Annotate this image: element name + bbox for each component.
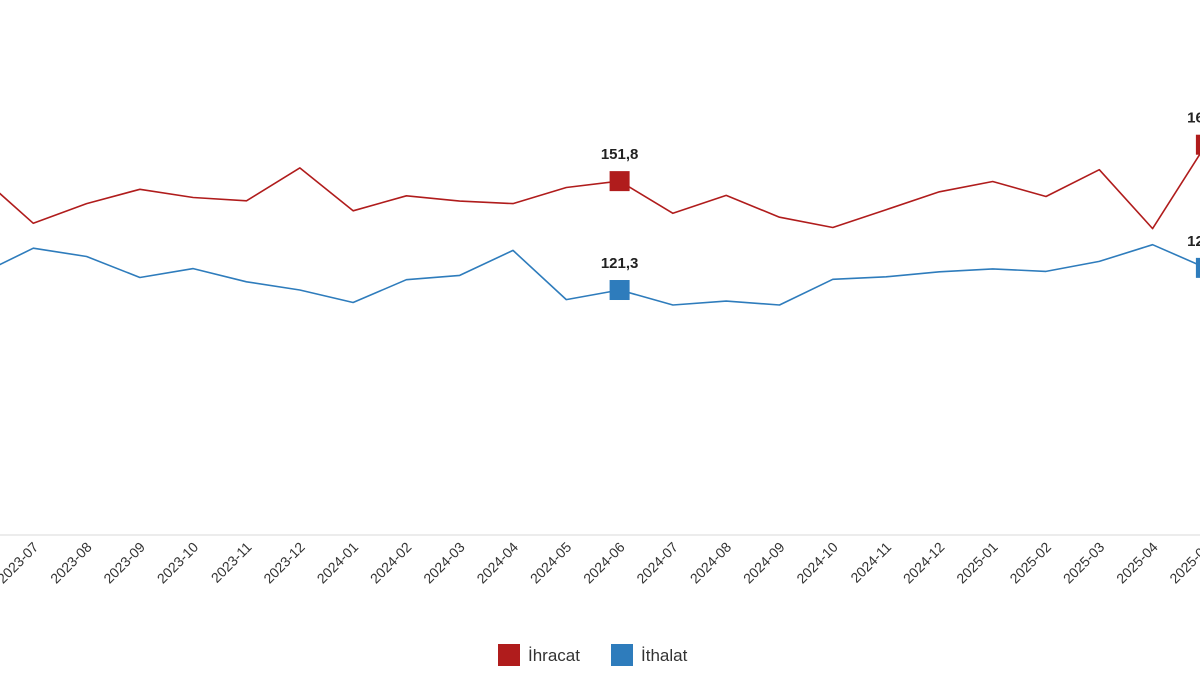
x-tick-label: 2023-12 <box>260 539 308 587</box>
data-label: 151,8 <box>601 146 639 163</box>
data-point-marker <box>609 171 630 192</box>
x-tick-label: 2023-11 <box>208 539 255 586</box>
data-label: 162,4 <box>1187 110 1200 127</box>
x-tick-label: 2023-10 <box>154 539 202 587</box>
x-tick-label: 2025-03 <box>1060 539 1108 587</box>
legend: İhracat İthalat <box>498 644 688 666</box>
series-line-ithalat <box>0 243 1200 306</box>
legend-label: İthalat <box>641 646 688 665</box>
x-axis-tick-labels: 2023-07 2023-08 2023-09 2023-10 2023-11 2023-… <box>0 539 1200 587</box>
x-tick-label: 2024-01 <box>314 539 362 587</box>
series-line-ihracat <box>0 152 1200 230</box>
x-tick-label: 2024-05 <box>527 539 575 587</box>
data-point-marker <box>1195 134 1200 155</box>
legend-label: İhracat <box>528 646 580 665</box>
x-tick-label: 2024-09 <box>740 539 788 587</box>
legend-swatch <box>611 644 633 666</box>
x-tick-label: 2024-11 <box>847 539 894 586</box>
x-tick-label: 2023-09 <box>100 539 148 587</box>
series-layer <box>0 134 1200 306</box>
data-label: 127,8 <box>1187 233 1200 250</box>
x-tick-label: 2023-08 <box>47 539 95 587</box>
x-tick-label: 2025-01 <box>953 539 1001 587</box>
x-tick-label: 2023-07 <box>0 539 42 587</box>
x-tick-label: 2024-12 <box>900 539 948 587</box>
x-tick-label: 2024-04 <box>473 539 521 587</box>
legend-swatch <box>498 644 520 666</box>
x-tick-label: 2024-07 <box>633 539 681 587</box>
x-tick-label: 2024-03 <box>420 539 468 587</box>
x-tick-label: 2024-10 <box>793 539 841 587</box>
x-tick-label: 2025-04 <box>1113 539 1161 587</box>
x-tick-label: 2024-08 <box>687 539 735 587</box>
x-tick-label: 2024-02 <box>367 539 415 587</box>
data-point-marker <box>1195 257 1200 278</box>
x-tick-label: 2025-02 <box>1006 539 1054 587</box>
data-point-marker <box>609 280 630 301</box>
data-label: 121,3 <box>601 255 639 272</box>
x-tick-label: 2025-05 <box>1166 539 1200 587</box>
x-tick-label: 2024-06 <box>580 539 628 587</box>
